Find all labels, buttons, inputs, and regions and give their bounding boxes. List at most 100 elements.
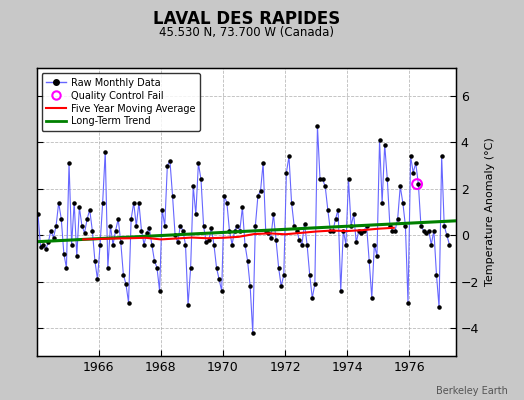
Point: [275, 264, 283, 271]
Point: [47, 227, 55, 234]
Point: [357, 230, 366, 236]
Point: [424, 227, 433, 234]
Point: [414, 181, 422, 187]
Point: [112, 227, 120, 234]
Point: [300, 220, 309, 227]
Point: [396, 183, 405, 190]
Point: [422, 230, 430, 236]
Point: [329, 227, 337, 234]
Point: [166, 158, 174, 164]
Point: [380, 142, 389, 148]
Point: [140, 241, 148, 248]
Point: [365, 258, 374, 264]
Point: [259, 160, 267, 166]
Point: [319, 176, 327, 183]
Point: [143, 230, 151, 236]
Point: [394, 216, 402, 222]
Point: [83, 216, 91, 222]
Point: [163, 162, 171, 169]
Point: [287, 200, 296, 206]
Point: [445, 241, 454, 248]
Point: [187, 264, 195, 271]
Point: [212, 264, 221, 271]
Point: [52, 223, 60, 229]
Point: [373, 253, 381, 259]
Point: [438, 153, 446, 160]
Point: [261, 227, 270, 234]
Point: [122, 281, 130, 287]
Point: [375, 137, 384, 143]
Point: [292, 227, 301, 234]
Point: [336, 288, 345, 294]
Point: [210, 241, 218, 248]
Point: [68, 241, 76, 248]
Point: [75, 204, 83, 210]
Point: [254, 192, 262, 199]
Point: [197, 176, 205, 183]
Point: [443, 232, 451, 238]
Point: [352, 239, 361, 245]
Point: [145, 225, 154, 232]
Point: [432, 272, 441, 278]
Point: [303, 241, 311, 248]
Point: [85, 206, 94, 213]
Point: [419, 227, 428, 234]
Point: [440, 223, 449, 229]
Point: [298, 241, 306, 248]
Point: [204, 237, 213, 243]
Point: [233, 223, 242, 229]
Point: [231, 227, 239, 234]
Point: [176, 223, 184, 229]
Point: [70, 200, 79, 206]
Text: 45.530 N, 73.700 W (Canada): 45.530 N, 73.700 W (Canada): [159, 26, 334, 39]
Y-axis label: Temperature Anomaly (°C): Temperature Anomaly (°C): [485, 138, 495, 286]
Point: [285, 153, 293, 160]
Point: [200, 223, 208, 229]
Point: [350, 211, 358, 218]
Point: [223, 200, 231, 206]
Point: [241, 241, 249, 248]
Point: [430, 227, 438, 234]
Legend: Raw Monthly Data, Quality Control Fail, Five Year Moving Average, Long-Term Tren: Raw Monthly Data, Quality Control Fail, …: [41, 73, 200, 131]
Point: [109, 241, 117, 248]
Point: [192, 211, 200, 218]
Point: [78, 223, 86, 229]
Point: [158, 206, 167, 213]
Point: [153, 264, 161, 271]
Point: [225, 227, 234, 234]
Point: [135, 200, 143, 206]
Point: [342, 241, 350, 248]
Point: [137, 227, 146, 234]
Point: [207, 225, 215, 232]
Point: [73, 253, 81, 259]
Point: [282, 169, 291, 176]
Point: [62, 264, 71, 271]
Point: [116, 239, 125, 245]
Point: [355, 227, 363, 234]
Point: [269, 211, 278, 218]
Point: [277, 283, 286, 290]
Point: [49, 234, 58, 241]
Point: [339, 227, 347, 234]
Point: [256, 188, 265, 194]
Point: [409, 169, 418, 176]
Point: [184, 302, 192, 308]
Point: [44, 239, 52, 245]
Point: [295, 237, 303, 243]
Point: [96, 241, 104, 248]
Point: [132, 223, 140, 229]
Point: [148, 241, 156, 248]
Point: [238, 204, 247, 210]
Text: LAVAL DES RAPIDES: LAVAL DES RAPIDES: [152, 10, 340, 28]
Point: [399, 200, 407, 206]
Point: [119, 272, 127, 278]
Point: [168, 192, 177, 199]
Point: [386, 223, 394, 229]
Point: [344, 176, 353, 183]
Point: [80, 230, 89, 236]
Point: [313, 123, 322, 129]
Point: [370, 241, 378, 248]
Point: [311, 281, 319, 287]
Point: [305, 272, 314, 278]
Point: [290, 223, 298, 229]
